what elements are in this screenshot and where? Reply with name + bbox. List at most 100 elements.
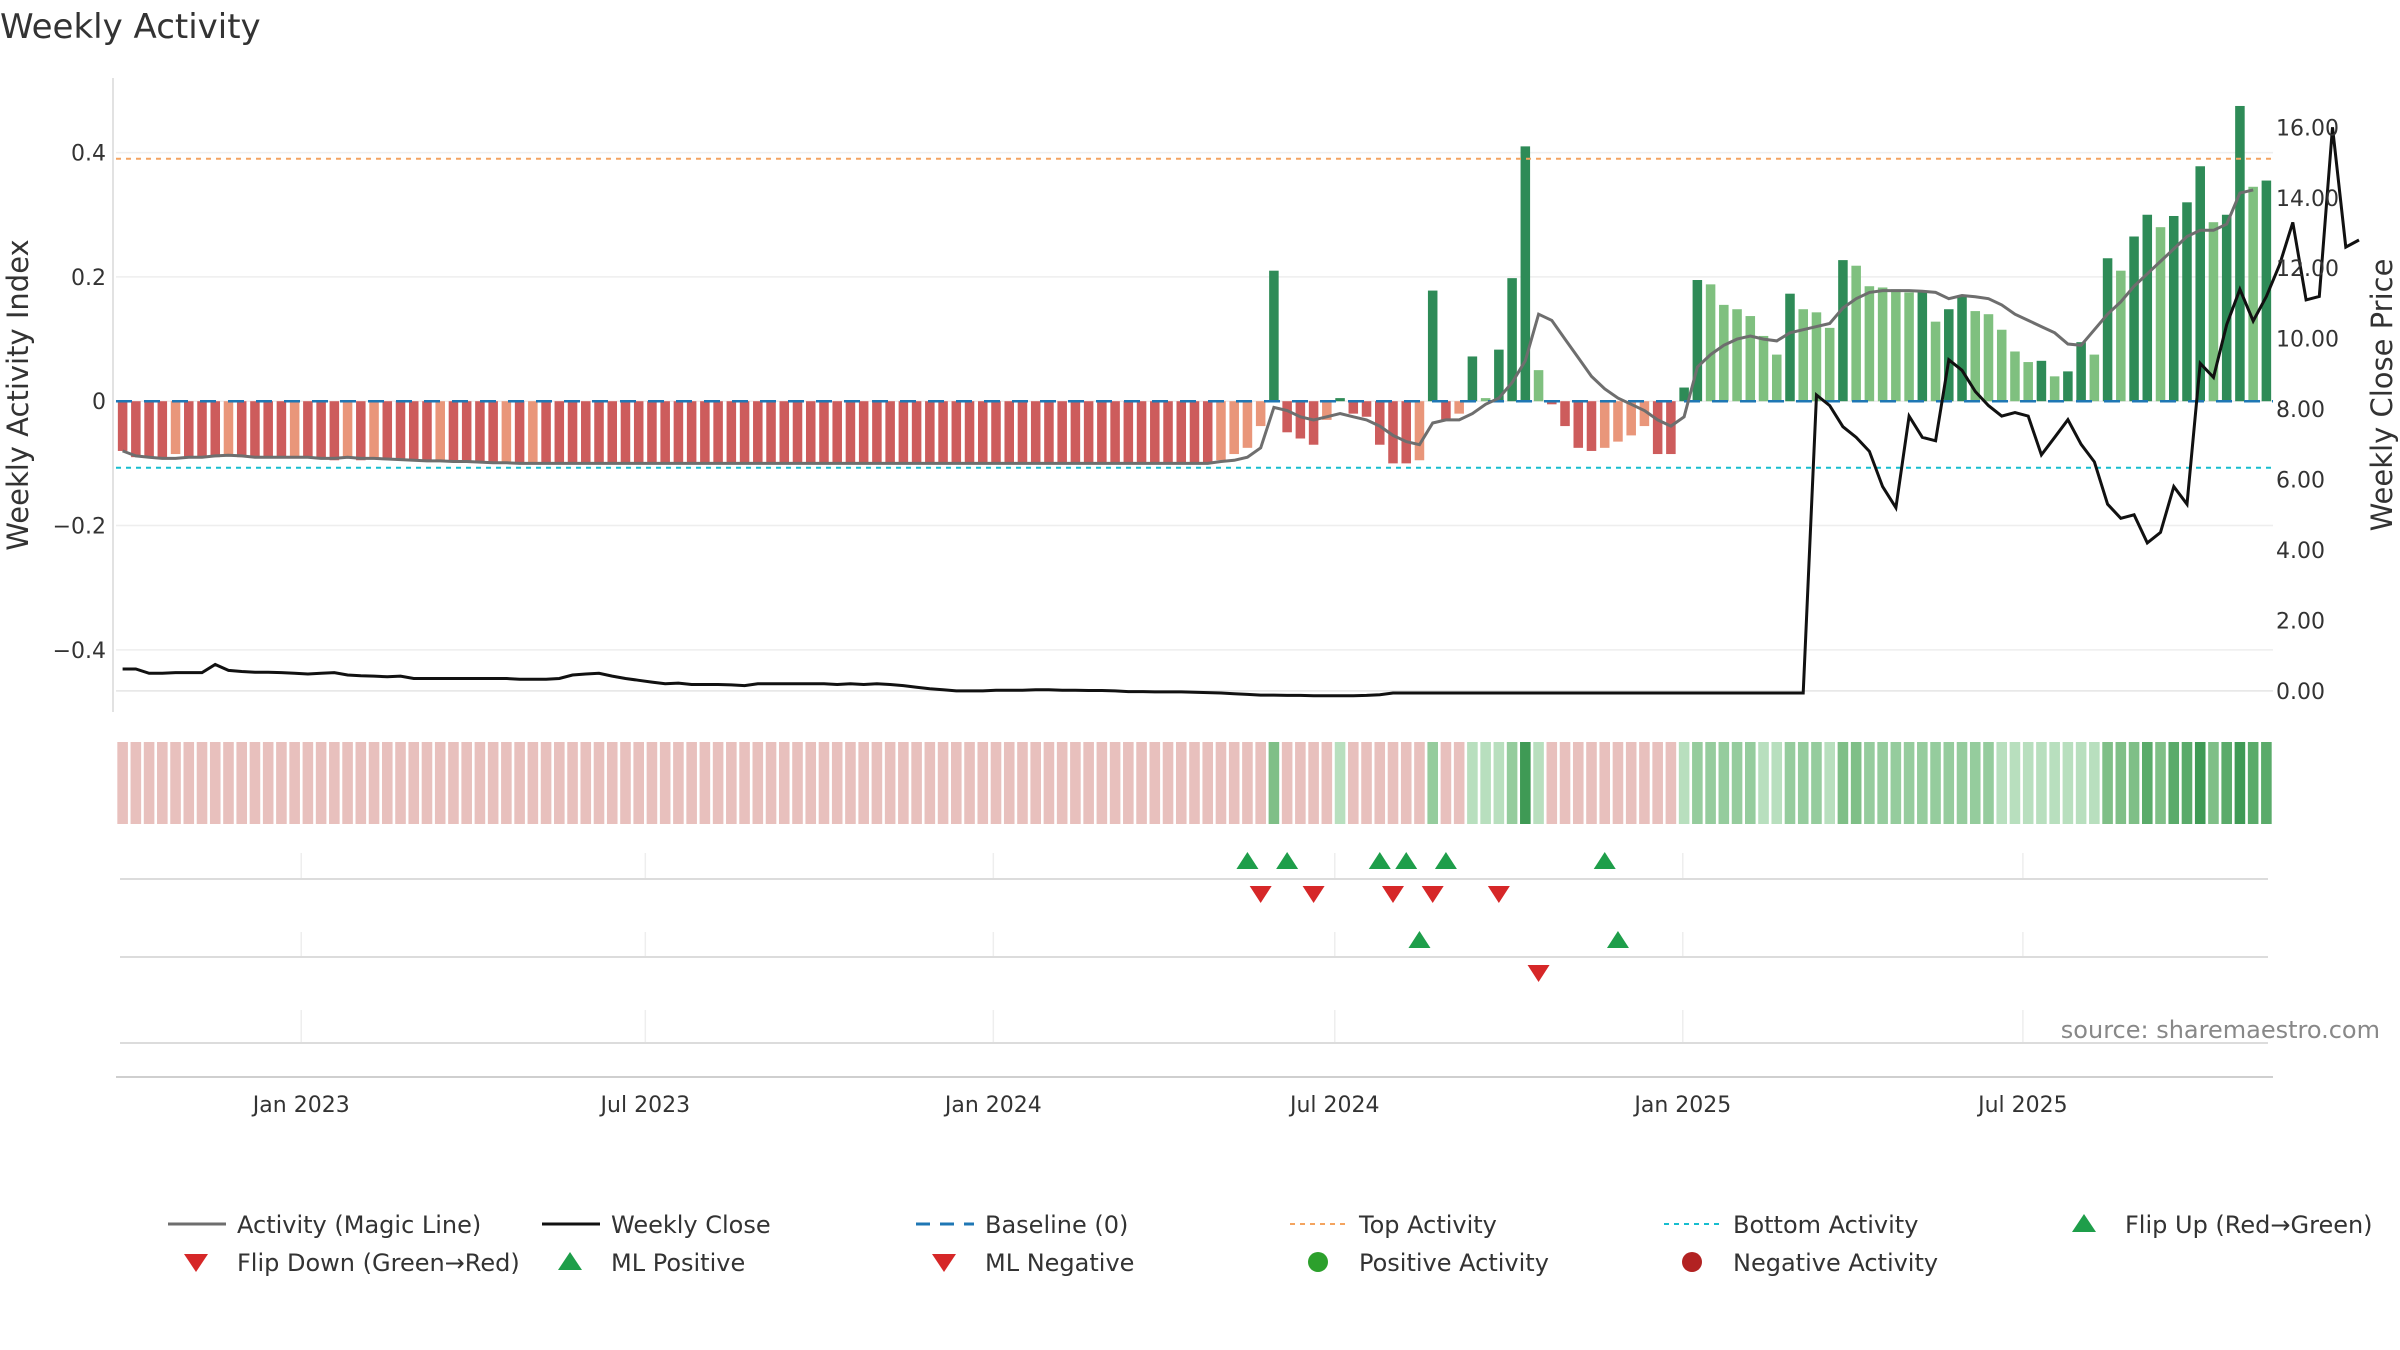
strength-cell [911,742,922,824]
legend-swatch [2072,1214,2096,1232]
strength-cell [1175,742,1187,824]
strength-cell [183,742,195,824]
strength-cell [620,742,631,824]
strength-cell [2115,742,2127,824]
left-y-tick-labels: 0.4 0.2 0 −0.2 −0.4 [53,142,106,664]
activity-bar [1957,295,1967,402]
activity-bar [647,401,657,464]
activity-bar [1494,349,1504,402]
strength-cell [937,742,949,824]
strength-cell [1453,742,1465,824]
strength-cell [580,742,592,824]
activity-bar [1864,286,1875,402]
x-tick-label: Jul 2025 [1976,1093,2068,1118]
activity-bar [1030,401,1041,464]
signal-down-marker [1249,886,1272,903]
strength-cell [1387,742,1399,824]
chart-title: Weekly Activity [0,7,261,47]
strength-cell [765,742,777,824]
strength-cell [143,742,155,824]
strength-cell [2009,742,2021,824]
strength-cell [1480,742,1491,824]
activity-bar [1613,401,1623,442]
magic-line-series [122,188,2254,465]
strength-cell [2208,742,2219,824]
strength-cell [2075,742,2087,824]
activity-bar [700,401,710,464]
activity-bar [1944,309,1954,402]
activity-bar [1216,401,1226,461]
activity-bar [1877,287,1888,402]
activity-bar [753,401,763,464]
strength-cell [2261,742,2272,824]
main-panel: 0.4 0.2 0 −0.2 −0.4 16.00 14.00 12.00 10.00 8.00… [1,78,2399,712]
activity-bar [1097,401,1107,464]
strength-cell [1956,742,1968,824]
activity-bar [1732,309,1742,402]
strength-cell [1056,742,1068,824]
legend-item: Weekly Close [542,1211,771,1239]
strength-cell [1625,742,1637,824]
y-tick-label: 14.00 [2276,187,2339,212]
y-tick-label: 6.00 [2276,469,2325,494]
signal-up-marker [1236,852,1259,869]
strength-cell [1890,742,1902,824]
strength-cell [1864,742,1875,824]
legend-item: ML Positive [558,1249,745,1277]
strength-cell [778,742,790,824]
activity-bar [2248,186,2258,402]
strength-cell [805,742,817,824]
legend-label: Positive Activity [1359,1249,1549,1277]
activity-bar [1441,401,1451,420]
activity-bar [1626,401,1636,436]
y-tick-label: 0 [92,390,106,415]
activity-bar [1824,327,1835,402]
activity-bar [1229,401,1239,455]
legend-swatch [558,1252,582,1270]
strength-cell [329,742,340,824]
strength-cell [1162,742,1174,824]
activity-bar [1983,314,1994,402]
activity-bar [779,401,790,464]
strength-cell [1718,742,1730,824]
activity-bar [316,401,326,460]
strength-cell [2181,742,2193,824]
legend-label: Flip Down (Green→Red) [237,1249,520,1277]
legend-item: ML Negative [932,1249,1134,1277]
strength-cell [1559,742,1571,824]
y-tick-label: 0.4 [71,142,106,167]
activity-bar [1255,401,1266,427]
activity-bar [210,401,221,458]
activity-bar [1758,335,1769,402]
strength-cell [276,742,287,824]
x-tick-label: Jan 2024 [943,1093,1042,1118]
strength-cell [501,742,512,824]
activity-bar [1057,401,1067,464]
activity-bar [1692,280,1703,402]
activity-bar [1719,304,1729,402]
strength-cell [1599,742,1611,824]
strength-cell [871,742,883,824]
strength-cell [1440,742,1452,824]
activity-bar [938,401,948,464]
activity-bar [819,401,829,464]
activity-bar [1083,401,1094,464]
activity-bar [356,401,366,461]
strength-cell [831,742,843,824]
activity-bar [1242,401,1253,448]
strength-cell [157,742,168,824]
activity-bar [303,401,313,458]
strength-cell [1520,742,1531,824]
signal-down-marker [1527,965,1550,982]
strength-cell [117,742,128,824]
x-tick-label: Jul 2023 [599,1093,691,1118]
strength-cell [1943,742,1955,824]
activity-bar [1004,401,1015,464]
strength-cell [567,742,578,824]
activity-bar [2129,236,2139,402]
strength-cell [1003,742,1015,824]
legend-item: Bottom Activity [1664,1211,1918,1239]
strength-cell [130,742,142,824]
strength-cell [1123,742,1134,824]
activity-bar [911,401,922,464]
